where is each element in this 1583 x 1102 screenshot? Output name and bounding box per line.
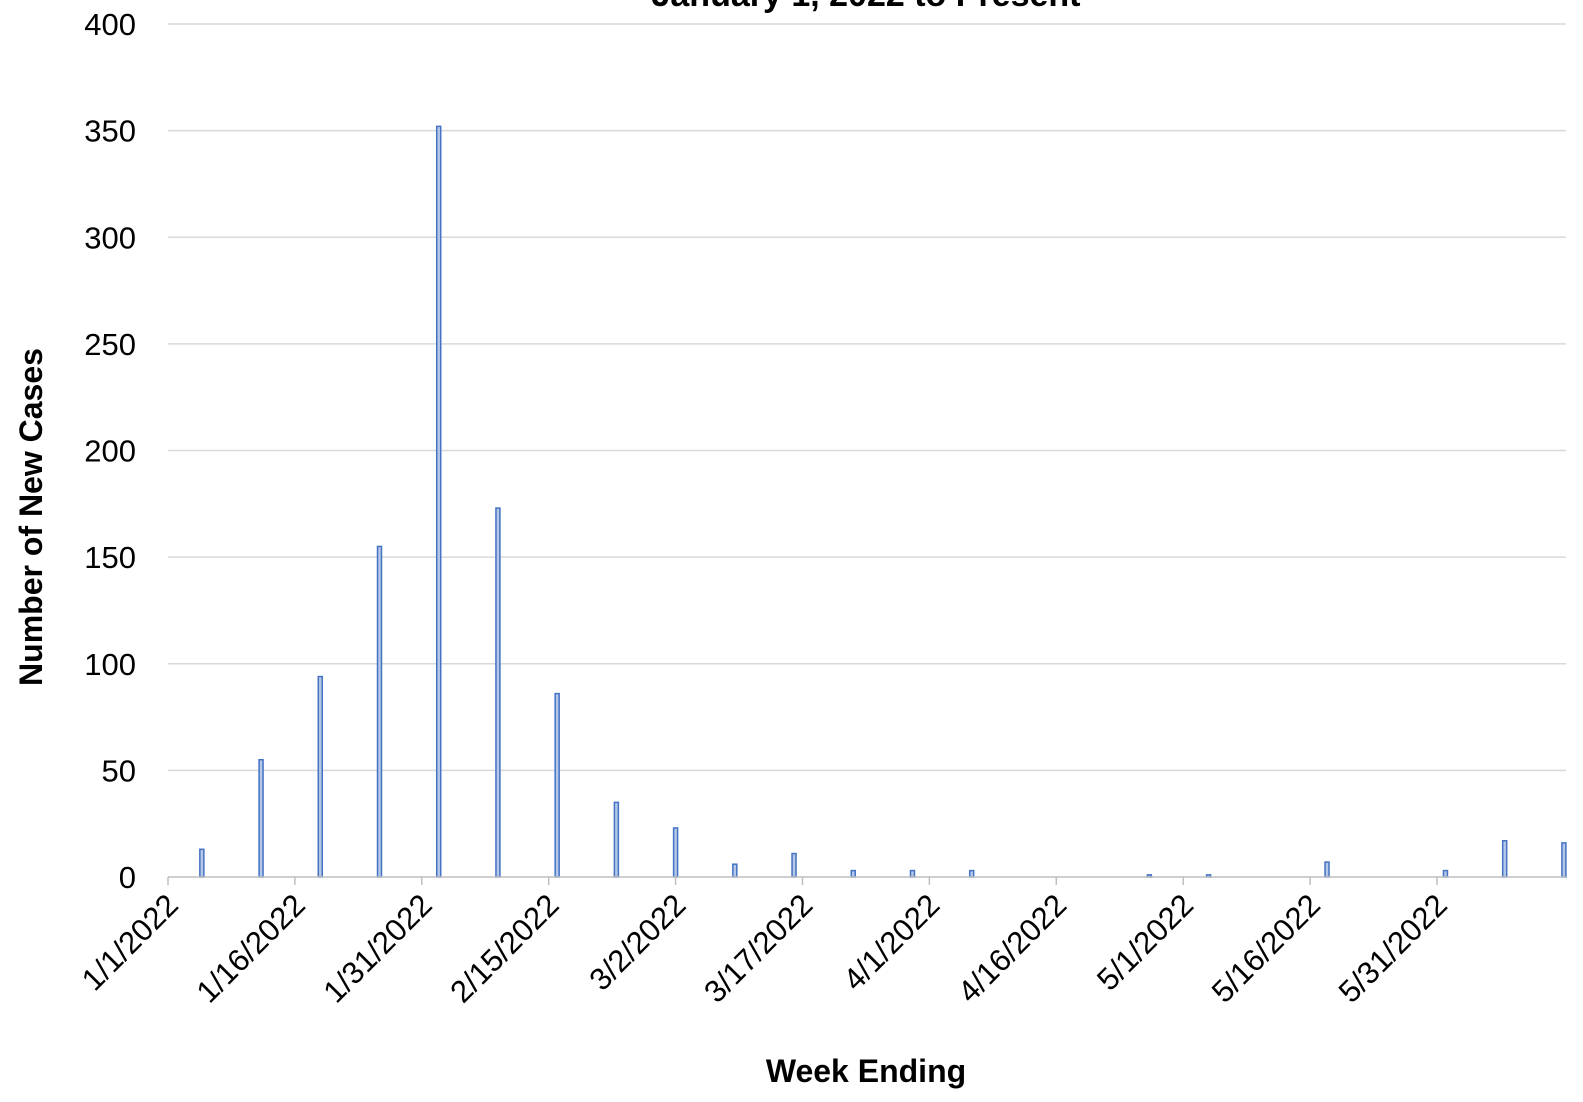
x-tick-label: 2/15/2022 [443,887,565,1009]
y-tick-label: 100 [84,647,136,682]
bar [672,827,679,878]
x-tick-label: 5/16/2022 [1205,887,1327,1009]
gridlines [168,23,1566,772]
x-axis-title: Week Ending [766,1053,966,1089]
y-axis-title: Number of New Cases [13,348,49,686]
bar [850,869,857,878]
bar [435,125,442,878]
x-tick-label: 1/1/2022 [75,887,185,997]
x-tick-label: 3/17/2022 [697,887,819,1009]
chart-title: January 1, 2022 to Present [651,0,1080,14]
bar [554,692,560,878]
bar [732,863,738,878]
x-tick-label: 4/1/2022 [836,887,946,997]
x-tick-label: 3/2/2022 [582,887,692,997]
bar [1324,861,1330,878]
bar [1561,842,1567,878]
x-tick-label: 1/16/2022 [190,887,312,1009]
y-tick-label: 50 [102,753,136,788]
y-tick-label: 200 [84,434,136,469]
bar [258,758,264,878]
bar [317,675,324,878]
bar [199,848,205,878]
y-axis-tick-labels: 0 50 100 150 200 250 300 350 400 [84,7,136,895]
bar [613,801,620,878]
y-tick-label: 0 [119,860,136,895]
x-axis-tick-labels: 1/1/2022 1/16/2022 1/31/2022 2/15/2022 3/2/2… [75,887,1454,1009]
x-tick-label: 5/31/2022 [1332,887,1454,1009]
bar [376,545,383,878]
y-tick-label: 350 [84,114,136,149]
bar [909,869,916,878]
x-tick-label: 4/16/2022 [951,887,1073,1009]
y-tick-label: 300 [84,220,136,255]
bar [1442,869,1449,878]
y-tick-label: 150 [84,540,136,575]
bar [968,869,975,878]
x-tick-label: 5/1/2022 [1090,887,1200,997]
y-tick-label: 400 [84,7,136,42]
bar [495,507,501,878]
x-axis-ticks [167,877,1438,885]
bar [791,852,797,878]
bar [1501,839,1508,878]
x-tick-label: 1/31/2022 [316,887,438,1009]
bars [199,125,1567,878]
y-tick-label: 250 [84,327,136,362]
